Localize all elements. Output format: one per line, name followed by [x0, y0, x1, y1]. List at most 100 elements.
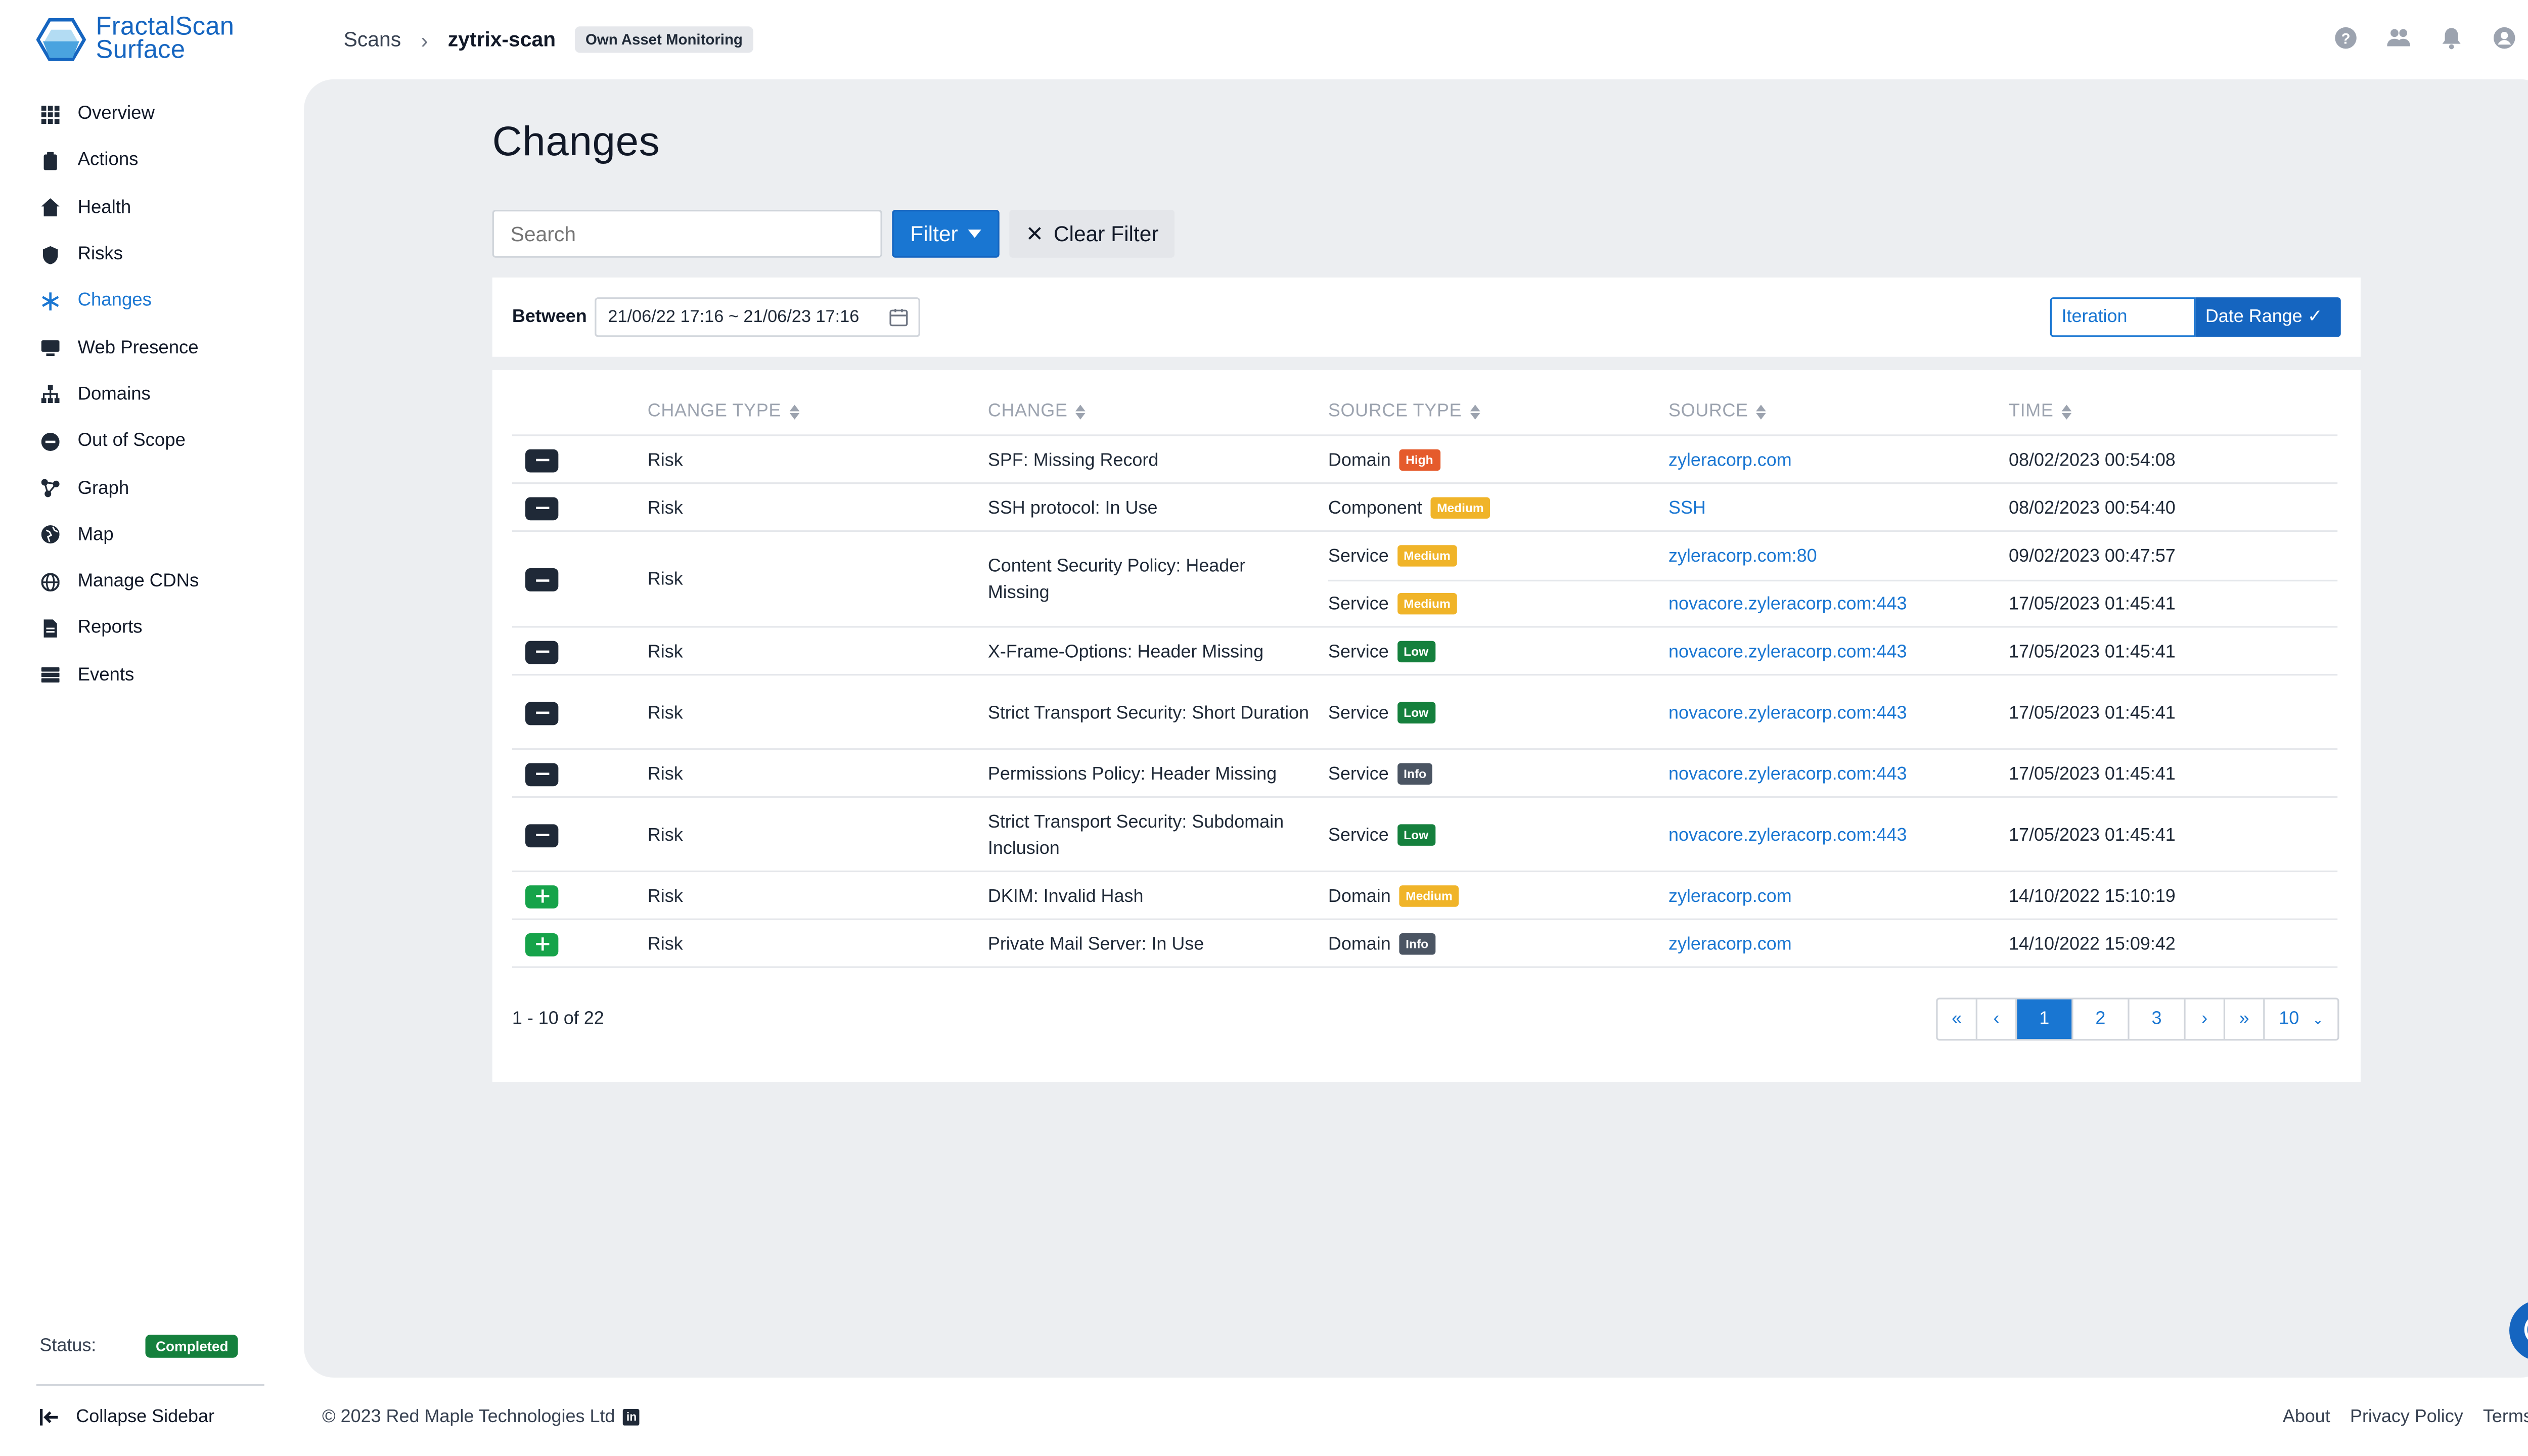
removed-change-icon[interactable] — [525, 568, 559, 592]
sidebar-item-actions[interactable]: Actions — [39, 138, 270, 184]
range-bar: Between 21/06/22 17:16 ~ 21/06/23 17:16 … — [492, 277, 2361, 357]
removed-change-icon[interactable] — [525, 701, 559, 724]
table-row[interactable]: Risk Strict Transport Security: Subdomain… — [512, 798, 2338, 873]
between-label: Between — [512, 307, 587, 327]
removed-change-icon[interactable] — [525, 496, 559, 520]
time-cell: 17/05/2023 01:45:41 — [2009, 642, 2176, 662]
sidebar-item-changes[interactable]: Changes — [39, 278, 270, 325]
sidebar-item-graph[interactable]: Graph — [39, 465, 270, 511]
time-cell: 17/05/2023 01:45:41 — [2009, 825, 2176, 845]
sidebar-item-label: Domains — [77, 385, 151, 405]
source-link[interactable]: novacore.zyleracorp.com:443 — [1668, 764, 1907, 784]
added-change-icon[interactable] — [525, 884, 559, 908]
date-range-option[interactable]: Date Range ✓ — [2195, 297, 2341, 337]
source-link[interactable]: zyleracorp.com:80 — [1668, 545, 1817, 566]
last-page-button[interactable]: » — [2225, 999, 2265, 1039]
change-type-cell: Risk — [647, 642, 683, 662]
page-2-button[interactable]: 2 — [2073, 999, 2130, 1039]
column-change[interactable]: CHANGE — [988, 401, 1086, 421]
column-label: CHANGE — [987, 401, 1068, 422]
source-link[interactable]: novacore.zyleracorp.com:443 — [1668, 642, 1907, 662]
source-link[interactable]: novacore.zyleracorp.com:443 — [1668, 825, 1907, 845]
source-link[interactable]: novacore.zyleracorp.com:443 — [1668, 703, 1907, 723]
collapse-sidebar-button[interactable]: Collapse Sidebar — [39, 1407, 214, 1427]
search-input[interactable] — [492, 209, 882, 258]
prev-page-button[interactable]: ‹ — [1977, 999, 2017, 1039]
iteration-option[interactable]: Iteration — [2050, 297, 2196, 337]
time-cell: 14/10/2022 15:10:19 — [2009, 886, 2176, 906]
sidebar-item-health[interactable]: Health — [39, 185, 270, 231]
sidebar-item-domains[interactable]: Domains — [39, 371, 270, 418]
source-type-cell: Service Low — [1328, 798, 1435, 872]
sidebar-item-overview[interactable]: Overview — [39, 91, 270, 138]
filter-button[interactable]: Filter — [892, 209, 1000, 258]
account-icon[interactable] — [2493, 26, 2516, 50]
privacy-policy-link[interactable]: Privacy Policy — [2350, 1407, 2463, 1427]
source-link[interactable]: zyleracorp.com — [1668, 886, 1792, 906]
terms-link[interactable]: Terms — [2482, 1407, 2528, 1427]
help-icon[interactable]: ? — [2334, 26, 2358, 50]
added-change-icon[interactable] — [525, 932, 559, 956]
table-row[interactable]: Risk Content Security Policy: Header Miss… — [512, 532, 2338, 628]
page-size-select[interactable]: 10 ⌄ — [2265, 999, 2337, 1039]
sidebar-item-web-presence[interactable]: Web Presence — [39, 325, 270, 371]
removed-change-icon[interactable] — [525, 640, 559, 663]
status-badge: Completed — [146, 1334, 239, 1358]
source-type-cell: Component Medium — [1328, 484, 1491, 532]
source-link[interactable]: novacore.zyleracorp.com:443 — [1668, 594, 1907, 614]
date-range-picker[interactable]: 21/06/22 17:16 ~ 21/06/23 17:16 — [595, 297, 920, 337]
page-1-button[interactable]: 1 — [2017, 999, 2073, 1039]
source-link[interactable]: zyleracorp.com — [1668, 450, 1792, 470]
removed-change-icon[interactable] — [525, 762, 559, 786]
table-row[interactable]: Risk X-Frame-Options: Header Missing Servi… — [512, 628, 2338, 676]
app-logo[interactable]: FractalScan Surface — [36, 15, 234, 63]
table-row[interactable]: Risk Strict Transport Security: Short Dur… — [512, 675, 2338, 750]
table-row[interactable]: Risk Private Mail Server: In Use Domain Inf… — [512, 920, 2338, 968]
column-time[interactable]: TIME — [2009, 401, 2072, 421]
bell-icon[interactable] — [2440, 26, 2463, 50]
source-link[interactable]: SSH — [1668, 498, 1706, 518]
svg-text:?: ? — [2341, 31, 2351, 48]
column-source-type[interactable]: SOURCE TYPE — [1328, 401, 1480, 421]
source-type-cell: Service Medium — [1328, 580, 1457, 628]
source-type: Component — [1328, 498, 1422, 518]
column-label: SOURCE TYPE — [1328, 401, 1462, 422]
page-size-value: 10 — [2279, 1009, 2299, 1029]
sidebar-item-out-of-scope[interactable]: Out of Scope — [39, 418, 270, 465]
next-page-button[interactable]: › — [2186, 999, 2226, 1039]
removed-change-icon[interactable] — [525, 448, 559, 472]
source-link[interactable]: zyleracorp.com — [1668, 934, 1792, 954]
breadcrumb-scans-link[interactable]: Scans — [343, 28, 401, 52]
asterisk-icon — [39, 290, 61, 311]
first-page-button[interactable]: « — [1938, 999, 1977, 1039]
sidebar-item-label: Web Presence — [77, 338, 199, 358]
table-row[interactable]: Risk DKIM: Invalid Hash Domain Medium zylera… — [512, 872, 2338, 920]
table-row[interactable]: Risk SPF: Missing Record Domain High zylerac… — [512, 436, 2338, 484]
column-change-type[interactable]: CHANGE TYPE — [648, 401, 799, 421]
users-icon[interactable] — [2387, 26, 2410, 50]
removed-change-icon[interactable] — [525, 823, 559, 847]
sidebar-item-label: Overview — [77, 104, 155, 124]
sidebar-item-manage-cdns[interactable]: Manage CDNs — [39, 558, 270, 605]
linkedin-icon[interactable]: in — [623, 1409, 640, 1426]
about-link[interactable]: About — [2282, 1407, 2330, 1427]
table-row[interactable]: Risk Permissions Policy: Header Missing Se… — [512, 750, 2338, 798]
sidebar-item-label: Graph — [77, 478, 129, 498]
sidebar-nav: Overview Actions Health Risks Changes Web Pre… — [39, 91, 270, 699]
sidebar-item-reports[interactable]: Reports — [39, 605, 270, 652]
column-source[interactable]: SOURCE — [1668, 401, 1767, 421]
sidebar-item-events[interactable]: Events — [39, 652, 270, 698]
clear-filter-button[interactable]: ✕ Clear Filter — [1009, 209, 1176, 258]
source-type: Service — [1328, 594, 1389, 614]
caret-down-icon — [968, 230, 981, 238]
source-type: Service — [1328, 703, 1389, 723]
divider — [36, 1384, 264, 1386]
top-icons: ? — [2334, 26, 2516, 50]
severity-badge: Medium — [1397, 593, 1457, 615]
table-row[interactable]: Risk SSH protocol: In Use Component Medium S… — [512, 484, 2338, 532]
sort-icon — [1075, 403, 1086, 419]
sidebar-item-risks[interactable]: Risks — [39, 231, 270, 278]
status-label: Status: — [39, 1336, 97, 1356]
sidebar-item-map[interactable]: Map — [39, 512, 270, 558]
page-3-button[interactable]: 3 — [2130, 999, 2186, 1039]
